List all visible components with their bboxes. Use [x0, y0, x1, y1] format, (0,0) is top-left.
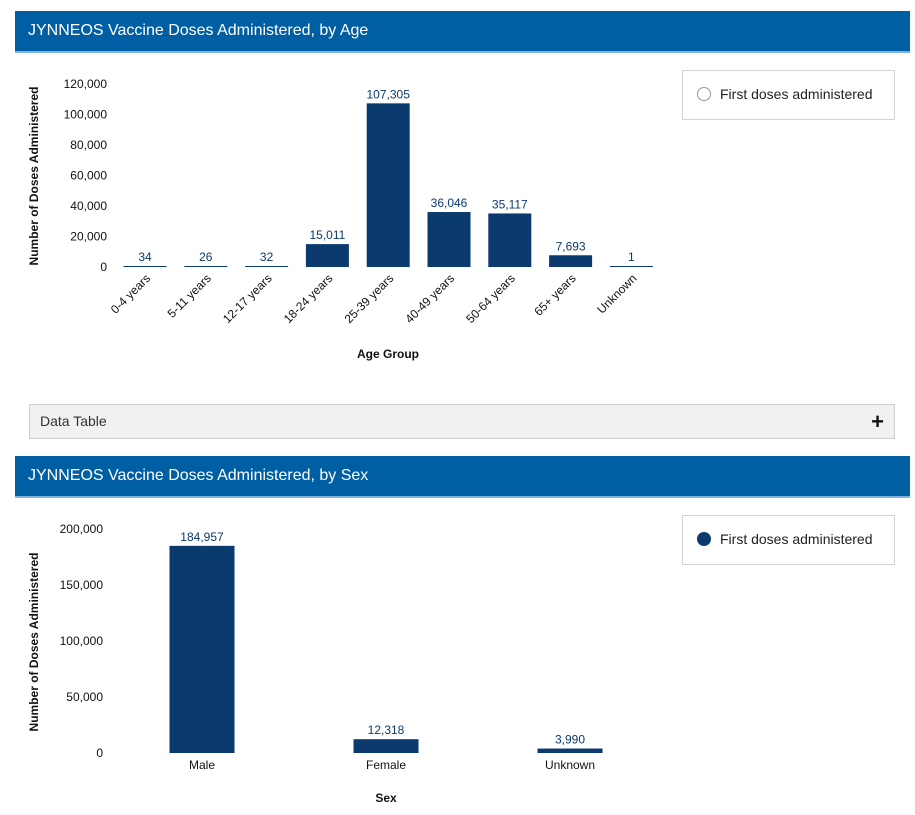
bar: [549, 255, 593, 267]
bar-value-label: 36,046: [431, 196, 468, 210]
bar: [609, 266, 653, 267]
x-category-label: Male: [189, 758, 215, 772]
x-category-label: 5-11 years: [165, 271, 214, 320]
age-panel-header: JYNNEOS Vaccine Doses Administered, by A…: [15, 11, 910, 53]
legend-marker-icon: [697, 532, 711, 546]
expand-plus-icon: +: [871, 409, 884, 434]
bar: [305, 244, 349, 267]
bar-value-label: 34: [138, 250, 152, 264]
age-legend-item[interactable]: First doses administered: [682, 70, 895, 120]
x-category-label: 25-39 years: [342, 271, 397, 326]
x-category-label: 18-24 years: [281, 271, 336, 326]
age-panel-title: JYNNEOS Vaccine Doses Administered, by A…: [28, 22, 369, 39]
bar: [184, 266, 228, 267]
legend-marker-icon: [697, 87, 711, 101]
bar-value-label: 7,693: [556, 239, 586, 253]
bar-value-label: 26: [199, 250, 213, 264]
data-table-label: Data Table: [40, 413, 107, 429]
x-category-label: 12-17 years: [220, 271, 275, 326]
bar-value-label: 1: [628, 250, 635, 264]
x-category-label: 0-4 years: [108, 271, 153, 316]
age-bar-chart: 0 20,000 40,000 60,000 80,000 100,000 120,000 N…: [27, 77, 653, 361]
bar: [488, 213, 532, 267]
sex-legend-item[interactable]: First doses administered: [682, 515, 895, 565]
y-tick-label: 20,000: [70, 230, 107, 244]
bar-value-label: 3,990: [555, 733, 585, 747]
bar-value-label: 12,318: [368, 723, 405, 737]
bar-value-label: 184,957: [180, 530, 224, 544]
bar: [353, 739, 419, 753]
x-category-label: 40-49 years: [402, 271, 457, 326]
data-table-toggle[interactable]: Data Table +: [29, 404, 895, 439]
x-axis-title: Sex: [375, 791, 397, 805]
bar-value-label: 32: [260, 250, 274, 264]
sex-legend-label: First doses administered: [720, 531, 873, 547]
x-category-label: Unknown: [545, 758, 595, 772]
y-axis-title: Number of Doses Administered: [27, 87, 41, 266]
sex-panel-header: JYNNEOS Vaccine Doses Administered, by S…: [15, 456, 910, 498]
x-category-label: Female: [366, 758, 406, 772]
y-tick-label: 150,000: [60, 578, 104, 592]
y-tick-label: 40,000: [70, 199, 107, 213]
y-tick-label: 200,000: [60, 522, 104, 536]
y-tick-label: 100,000: [60, 634, 104, 648]
x-category-label: 65+ years: [531, 271, 578, 318]
bar: [537, 748, 603, 753]
y-tick-label: 80,000: [70, 138, 107, 152]
y-tick-label: 0: [100, 260, 107, 274]
bar: [427, 212, 471, 267]
bar-value-label: 35,117: [492, 197, 528, 211]
y-tick-label: 50,000: [66, 690, 103, 704]
sex-panel-title: JYNNEOS Vaccine Doses Administered, by S…: [28, 467, 369, 484]
x-category-label: Unknown: [594, 271, 639, 316]
y-tick-label: 120,000: [64, 77, 108, 91]
y-tick-label: 100,000: [64, 108, 108, 122]
x-category-label: 50-64 years: [463, 271, 518, 326]
x-axis-title: Age Group: [357, 347, 419, 361]
bar: [123, 266, 167, 267]
age-legend-label: First doses administered: [720, 86, 873, 102]
y-tick-label: 60,000: [70, 169, 107, 183]
sex-bar-chart: 0 50,000 100,000 150,000 200,000 Number of Do…: [27, 522, 603, 805]
y-axis-title: Number of Doses Administered: [27, 553, 41, 732]
bar: [366, 103, 410, 267]
bar-value-label: 107,305: [367, 87, 411, 101]
y-tick-label: 0: [96, 746, 103, 760]
bar: [169, 545, 235, 753]
bar: [245, 266, 289, 267]
bar-value-label: 15,011: [309, 228, 345, 242]
